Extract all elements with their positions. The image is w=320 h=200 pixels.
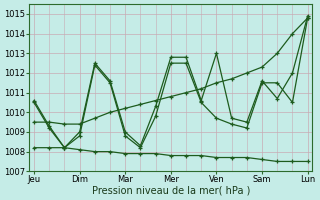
X-axis label: Pression niveau de la mer( hPa ): Pression niveau de la mer( hPa ) <box>92 186 250 196</box>
